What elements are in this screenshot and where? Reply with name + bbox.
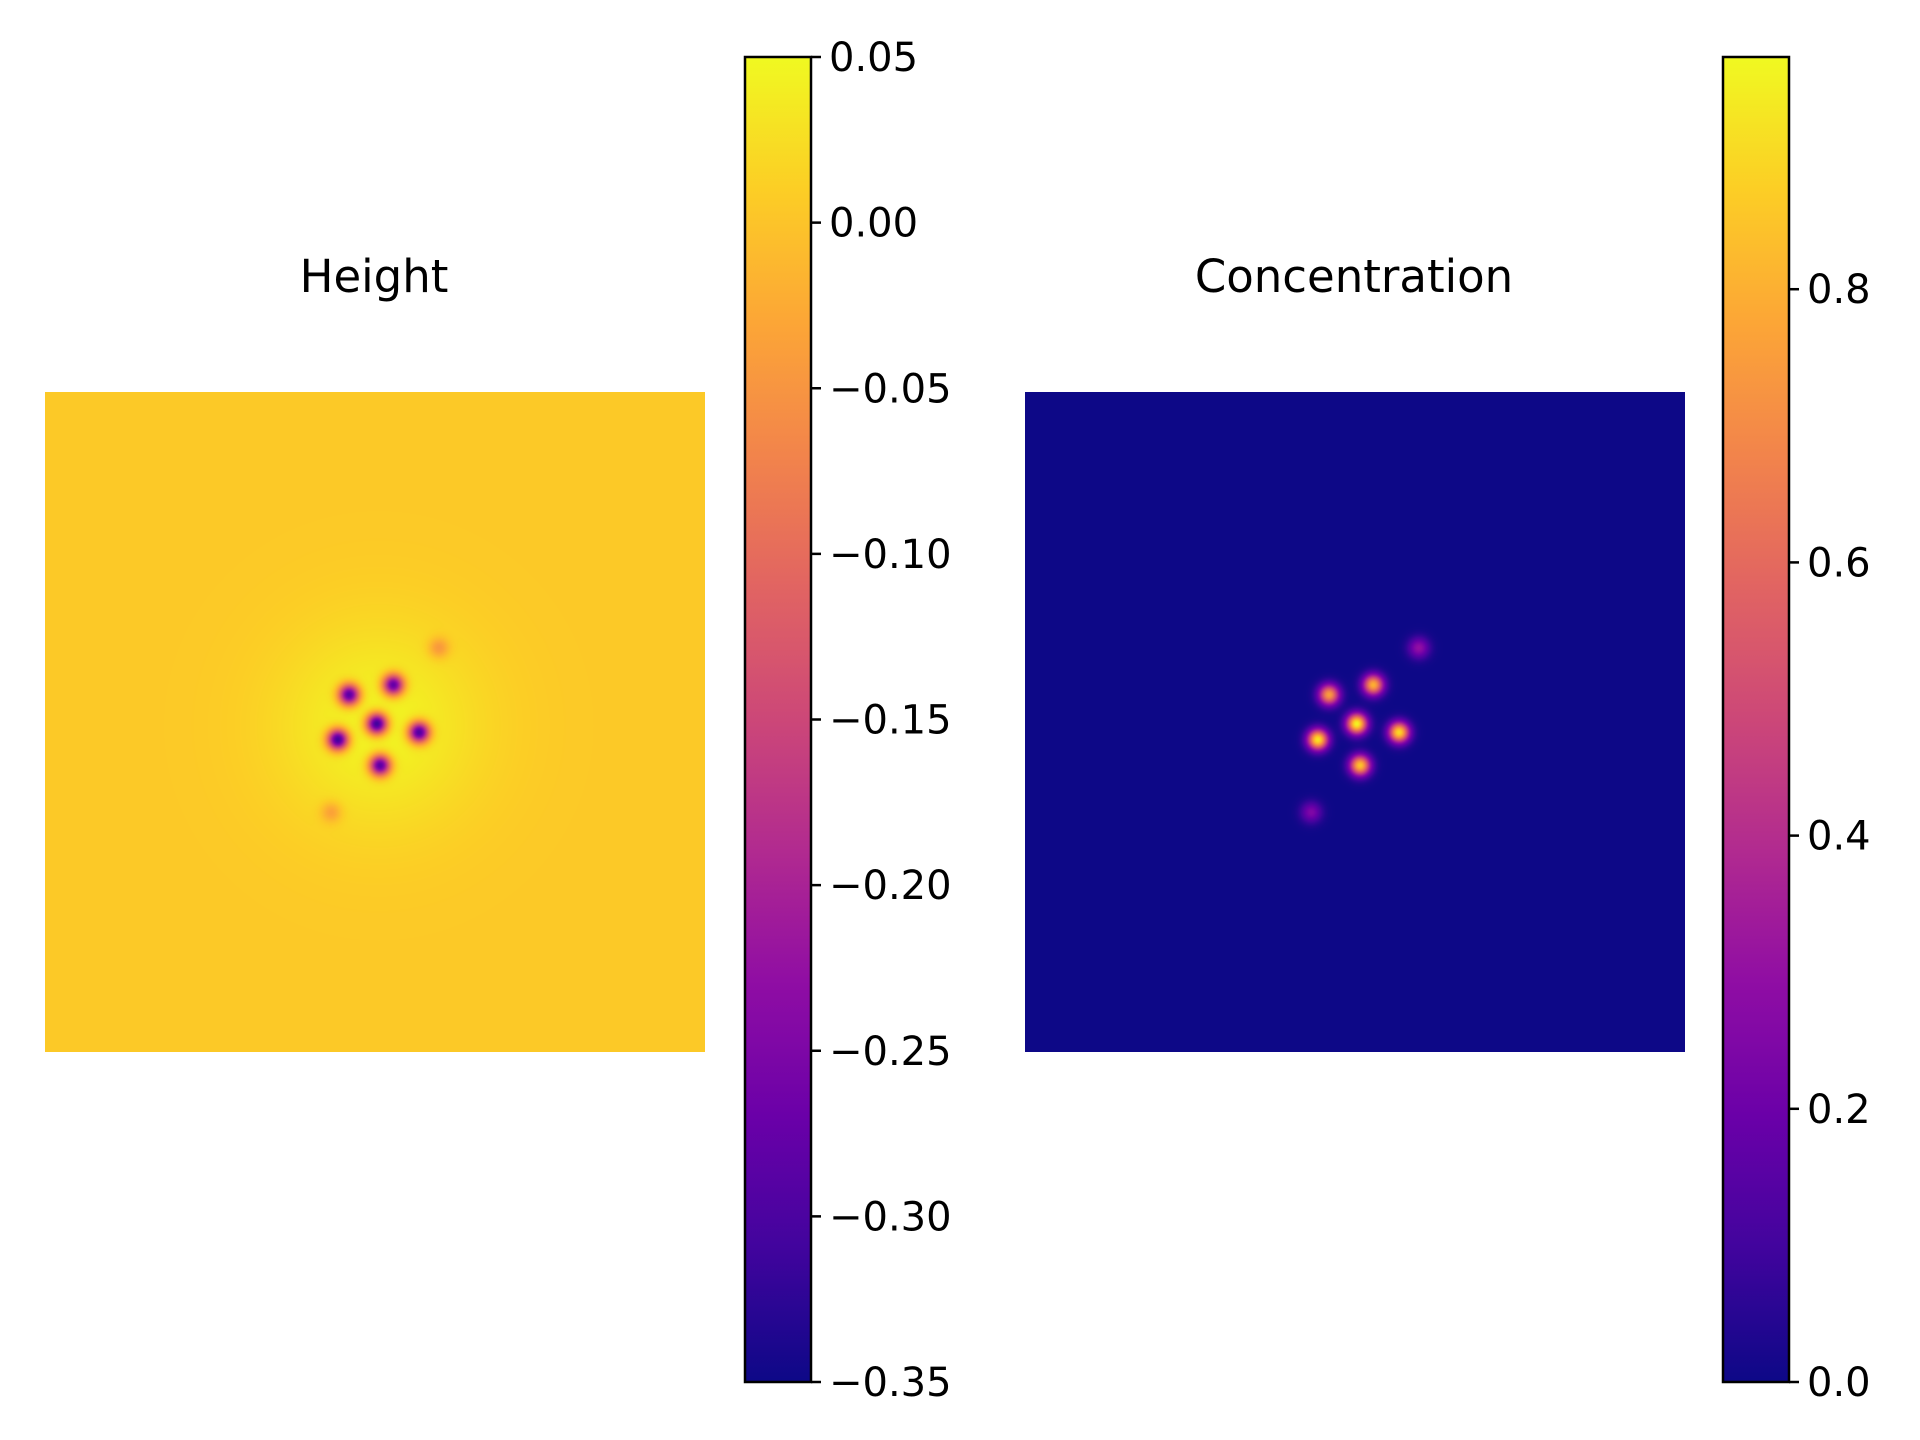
concentration-title: Concentration — [1194, 250, 1514, 303]
colorbar-tick-label: 0.4 — [1807, 814, 1871, 860]
height-title: Height — [299, 250, 449, 303]
colorbar-tick-label: −0.25 — [829, 1029, 952, 1075]
colorbar-tick-label: −0.15 — [829, 698, 952, 744]
colorbar-tick-label: −0.35 — [829, 1360, 952, 1406]
colorbar-gradient — [1721, 55, 1791, 1384]
colorbar-tick-label: −0.20 — [829, 863, 952, 909]
colorbar-tick-label: 0.05 — [829, 35, 918, 81]
colorbar-tick-label: −0.10 — [829, 532, 952, 578]
colorbar-tick-label: 0.0 — [1807, 1360, 1871, 1406]
height-heatmap — [45, 392, 705, 1052]
colorbar-tick-label: 0.6 — [1807, 540, 1871, 586]
colorbar-tick-label: 0.00 — [829, 201, 918, 247]
colorbar-tick-label: 0.2 — [1807, 1087, 1871, 1133]
colorbar-tick-label: 0.8 — [1807, 267, 1871, 313]
colorbar-tick-label: −0.05 — [829, 366, 952, 412]
colorbar-gradient — [743, 55, 813, 1384]
colorbar-tick-label: −0.30 — [829, 1194, 952, 1240]
concentration-heatmap — [1025, 392, 1685, 1052]
